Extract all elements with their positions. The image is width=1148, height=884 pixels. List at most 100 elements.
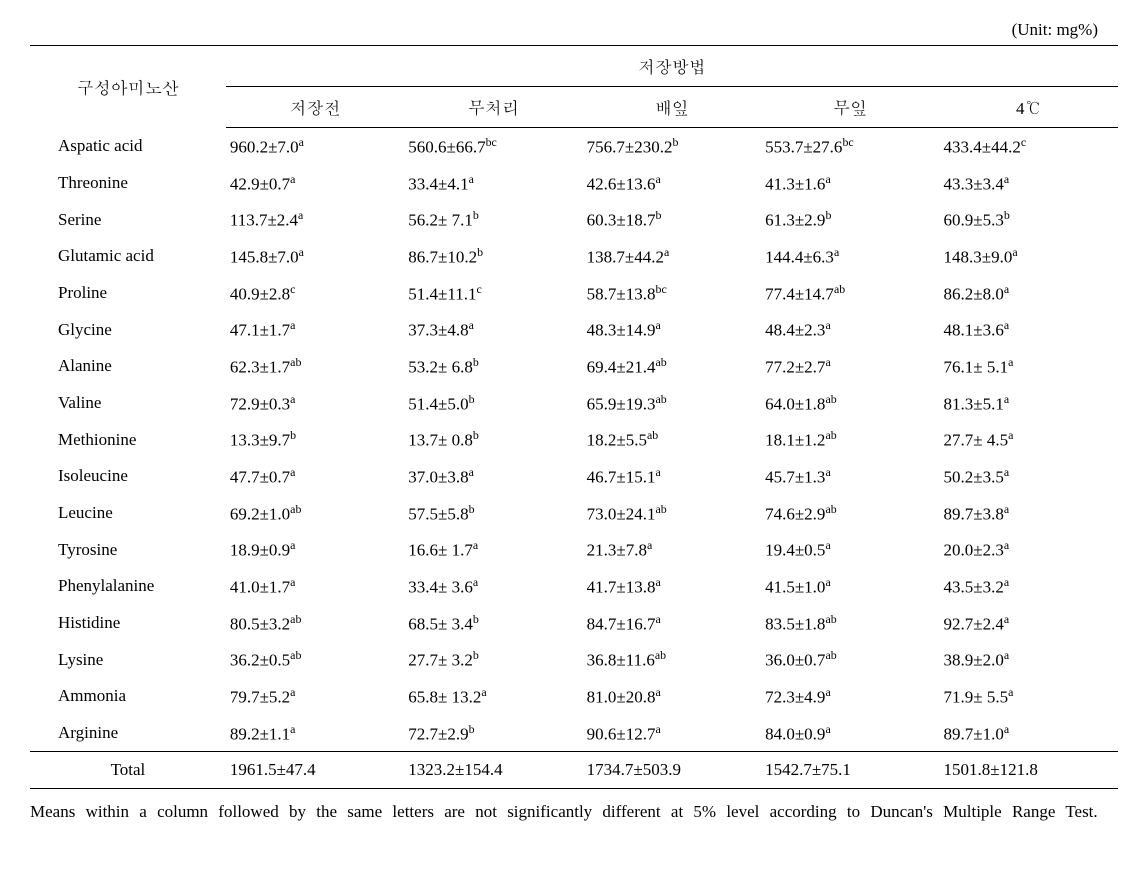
- column-header-4: 4℃: [940, 87, 1118, 128]
- table-body: Aspatic acid960.2±7.0a560.6±66.7bc756.7±…: [30, 128, 1118, 789]
- significance-superscript: b: [469, 392, 475, 406]
- column-header-0: 저장전: [226, 87, 404, 128]
- significance-superscript: a: [1004, 392, 1009, 406]
- significance-superscript: b: [469, 722, 475, 736]
- significance-superscript: a: [664, 245, 669, 259]
- amino-acid-name: Tyrosine: [30, 531, 226, 568]
- significance-superscript: a: [473, 575, 478, 589]
- significance-superscript: a: [290, 575, 295, 589]
- data-cell: 51.4±11.1c: [404, 275, 582, 312]
- data-cell: 57.5±5.8b: [404, 495, 582, 532]
- data-cell: 89.7±3.8a: [940, 495, 1118, 532]
- data-cell: 41.3±1.6a: [761, 165, 939, 202]
- data-cell: 18.1±1.2ab: [761, 421, 939, 458]
- data-cell: 79.7±5.2a: [226, 678, 404, 715]
- data-cell: 68.5± 3.4b: [404, 605, 582, 642]
- data-cell: 84.7±16.7a: [583, 605, 761, 642]
- significance-superscript: b: [473, 648, 479, 662]
- amino-acid-name: Serine: [30, 201, 226, 238]
- amino-acid-name: Leucine: [30, 495, 226, 532]
- table-row: Proline40.9±2.8c51.4±11.1c58.7±13.8bc77.…: [30, 275, 1118, 312]
- group-label-header: 저장방법: [226, 46, 1118, 87]
- amino-acid-name: Valine: [30, 385, 226, 422]
- significance-superscript: a: [825, 465, 830, 479]
- data-cell: 64.0±1.8ab: [761, 385, 939, 422]
- significance-superscript: a: [656, 685, 661, 699]
- significance-superscript: a: [290, 722, 295, 736]
- significance-superscript: b: [473, 428, 479, 442]
- data-cell: 18.2±5.5ab: [583, 421, 761, 458]
- row-label-header: 구성아미노산: [30, 46, 226, 128]
- significance-superscript: a: [825, 685, 830, 699]
- data-cell: 77.2±2.7a: [761, 348, 939, 385]
- data-cell: 13.7± 0.8b: [404, 421, 582, 458]
- significance-superscript: a: [1004, 612, 1009, 626]
- data-cell: 84.0±0.9a: [761, 715, 939, 752]
- unit-label: (Unit: mg%): [30, 20, 1118, 40]
- significance-superscript: b: [825, 208, 831, 222]
- data-cell: 756.7±230.2b: [583, 128, 761, 165]
- significance-superscript: a: [825, 722, 830, 736]
- data-cell: 33.4±4.1a: [404, 165, 582, 202]
- significance-superscript: a: [825, 538, 830, 552]
- significance-superscript: ab: [290, 502, 301, 516]
- data-cell: 69.4±21.4ab: [583, 348, 761, 385]
- table-row: Lysine36.2±0.5ab27.7± 3.2b36.8±11.6ab36.…: [30, 641, 1118, 678]
- significance-superscript: ab: [290, 355, 301, 369]
- significance-superscript: a: [290, 465, 295, 479]
- significance-superscript: a: [299, 135, 304, 149]
- amino-acid-name: Proline: [30, 275, 226, 312]
- table-row: Histidine80.5±3.2ab68.5± 3.4b84.7±16.7a8…: [30, 605, 1118, 642]
- amino-acid-name: Lysine: [30, 641, 226, 678]
- amino-acid-name: Isoleucine: [30, 458, 226, 495]
- significance-superscript: bc: [842, 135, 853, 149]
- total-cell: 1542.7±75.1: [761, 752, 939, 789]
- significance-superscript: c: [1021, 135, 1026, 149]
- data-cell: 60.9±5.3b: [940, 201, 1118, 238]
- column-header-1: 무처리: [404, 87, 582, 128]
- data-cell: 41.5±1.0a: [761, 568, 939, 605]
- significance-superscript: a: [656, 612, 661, 626]
- significance-superscript: bc: [656, 282, 667, 296]
- significance-superscript: a: [656, 722, 661, 736]
- data-cell: 72.7±2.9b: [404, 715, 582, 752]
- significance-superscript: a: [1004, 648, 1009, 662]
- data-cell: 81.0±20.8a: [583, 678, 761, 715]
- data-cell: 86.2±8.0a: [940, 275, 1118, 312]
- significance-superscript: ab: [825, 392, 836, 406]
- significance-superscript: a: [469, 172, 474, 186]
- data-cell: 81.3±5.1a: [940, 385, 1118, 422]
- data-cell: 148.3±9.0a: [940, 238, 1118, 275]
- data-cell: 43.3±3.4a: [940, 165, 1118, 202]
- data-cell: 53.2± 6.8b: [404, 348, 582, 385]
- data-cell: 47.1±1.7a: [226, 311, 404, 348]
- significance-superscript: a: [1008, 355, 1013, 369]
- significance-superscript: a: [825, 355, 830, 369]
- significance-superscript: a: [656, 575, 661, 589]
- data-cell: 144.4±6.3a: [761, 238, 939, 275]
- data-cell: 27.7± 3.2b: [404, 641, 582, 678]
- table-row: Tyrosine18.9±0.9a16.6± 1.7a21.3±7.8a19.4…: [30, 531, 1118, 568]
- data-cell: 19.4±0.5a: [761, 531, 939, 568]
- significance-superscript: ab: [825, 648, 836, 662]
- significance-superscript: b: [1004, 208, 1010, 222]
- significance-superscript: b: [290, 428, 296, 442]
- data-cell: 42.9±0.7a: [226, 165, 404, 202]
- significance-superscript: ab: [656, 355, 667, 369]
- significance-superscript: a: [290, 318, 295, 332]
- footnote: Means within a column followed by the sa…: [30, 797, 1118, 828]
- data-cell: 41.7±13.8a: [583, 568, 761, 605]
- data-cell: 69.2±1.0ab: [226, 495, 404, 532]
- data-cell: 48.1±3.6a: [940, 311, 1118, 348]
- significance-superscript: a: [1004, 282, 1009, 296]
- amino-acid-name: Threonine: [30, 165, 226, 202]
- significance-superscript: a: [825, 172, 830, 186]
- data-cell: 36.0±0.7ab: [761, 641, 939, 678]
- significance-superscript: a: [1004, 722, 1009, 736]
- data-cell: 65.9±19.3ab: [583, 385, 761, 422]
- total-cell: 1734.7±503.9: [583, 752, 761, 789]
- amino-acid-name: Methionine: [30, 421, 226, 458]
- data-cell: 89.2±1.1a: [226, 715, 404, 752]
- significance-superscript: a: [1004, 172, 1009, 186]
- significance-superscript: a: [290, 685, 295, 699]
